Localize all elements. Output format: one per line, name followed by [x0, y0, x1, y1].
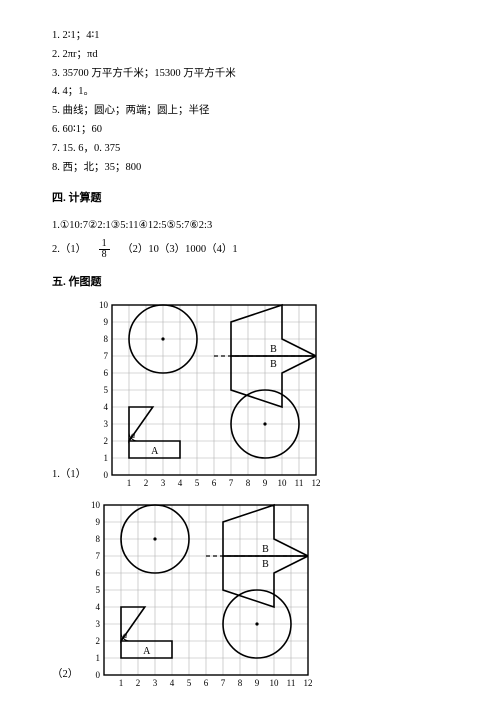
svg-text:10: 10 [99, 301, 109, 310]
svg-text:a: a [131, 430, 136, 440]
svg-text:3: 3 [104, 419, 109, 429]
svg-text:9: 9 [255, 678, 260, 688]
svg-text:11: 11 [287, 678, 296, 688]
calc-q2: 2.（1） 1 8 （2）10（3）1000（4）1 [52, 239, 448, 260]
svg-text:4: 4 [170, 678, 175, 688]
svg-text:4: 4 [104, 402, 109, 412]
answer-3: 3. 35700 万平方千米；15300 万平方千米 [52, 66, 448, 83]
svg-text:9: 9 [263, 478, 268, 488]
calc-q2-rest: （2）10（3）1000（4）1 [122, 244, 238, 255]
figure-2-row: （2） 109876543210123456789101112BBaA [52, 501, 448, 689]
svg-text:a: a [123, 630, 128, 640]
svg-text:3: 3 [96, 619, 101, 629]
svg-text:B: B [270, 344, 277, 355]
svg-text:5: 5 [195, 478, 200, 488]
svg-text:6: 6 [212, 478, 217, 488]
svg-text:4: 4 [178, 478, 183, 488]
answer-8: 8. 西；北；35；800 [52, 160, 448, 177]
svg-text:9: 9 [96, 517, 101, 527]
svg-text:5: 5 [96, 585, 101, 595]
svg-text:2: 2 [104, 436, 109, 446]
answer-2: 2. 2πr；πd [52, 47, 448, 64]
answer-7: 7. 15. 6，0. 375 [52, 141, 448, 158]
svg-text:8: 8 [96, 534, 101, 544]
svg-text:A: A [143, 646, 151, 657]
svg-text:3: 3 [153, 678, 158, 688]
svg-text:10: 10 [91, 501, 101, 510]
figure-1-row: 1.（1） 109876543210123456789101112BBaA [52, 301, 448, 489]
svg-text:2: 2 [96, 636, 101, 646]
svg-text:B: B [262, 559, 269, 570]
section-5-title: 五. 作图题 [52, 274, 448, 292]
answer-5: 5. 曲线；圆心；两端；圆上；半径 [52, 103, 448, 120]
svg-text:B: B [262, 544, 269, 555]
svg-text:7: 7 [229, 478, 234, 488]
svg-text:A: A [151, 446, 159, 457]
svg-text:8: 8 [104, 334, 109, 344]
svg-text:10: 10 [278, 478, 288, 488]
answer-4: 4. 4；1。 [52, 84, 448, 101]
svg-text:2: 2 [144, 478, 149, 488]
svg-text:4: 4 [96, 602, 101, 612]
calc-q2-label: 2.（1） [52, 244, 86, 255]
figure-2-label: （2） [52, 667, 78, 684]
svg-text:5: 5 [187, 678, 192, 688]
svg-text:5: 5 [104, 385, 109, 395]
section-4-title: 四. 计算题 [52, 190, 448, 208]
grid-figure-2: 109876543210123456789101112BBaA [86, 501, 312, 689]
svg-text:8: 8 [246, 478, 251, 488]
figure-1-label: 1.（1） [52, 467, 86, 484]
svg-text:2: 2 [136, 678, 141, 688]
svg-text:1: 1 [104, 453, 109, 463]
svg-text:6: 6 [204, 678, 209, 688]
svg-text:6: 6 [104, 368, 109, 378]
fraction: 1 8 [99, 239, 110, 260]
svg-text:8: 8 [238, 678, 243, 688]
svg-text:0: 0 [104, 470, 109, 480]
svg-text:3: 3 [161, 478, 166, 488]
svg-text:1: 1 [96, 653, 101, 663]
svg-text:B: B [270, 359, 277, 370]
answer-6: 6. 60∶1；60 [52, 122, 448, 139]
svg-text:6: 6 [96, 568, 101, 578]
svg-text:7: 7 [104, 351, 109, 361]
answer-1: 1. 2∶1；4∶1 [52, 28, 448, 45]
svg-text:9: 9 [104, 317, 109, 327]
svg-text:1: 1 [119, 678, 124, 688]
svg-text:12: 12 [304, 678, 313, 688]
svg-text:7: 7 [221, 678, 226, 688]
svg-text:10: 10 [270, 678, 280, 688]
fraction-denominator: 8 [99, 250, 110, 260]
calc-q1: 1.①10:7②2:1③5:11④12:5⑤5:7⑥2:3 [52, 218, 448, 235]
svg-text:1: 1 [127, 478, 132, 488]
svg-text:12: 12 [312, 478, 321, 488]
svg-text:0: 0 [96, 670, 101, 680]
svg-text:7: 7 [96, 551, 101, 561]
grid-figure-1: 109876543210123456789101112BBaA [94, 301, 320, 489]
svg-text:11: 11 [295, 478, 304, 488]
